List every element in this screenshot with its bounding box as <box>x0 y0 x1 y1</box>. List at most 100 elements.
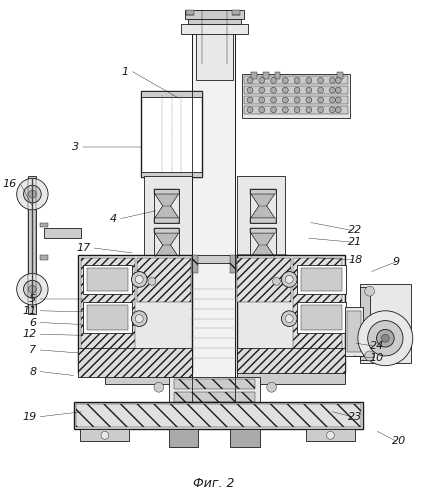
Bar <box>196 10 233 80</box>
Text: 19: 19 <box>22 412 36 422</box>
Circle shape <box>335 87 341 93</box>
Text: 21: 21 <box>348 237 363 247</box>
Bar <box>250 189 275 222</box>
Text: 16: 16 <box>3 180 16 190</box>
Circle shape <box>247 107 253 112</box>
Bar <box>242 74 350 118</box>
Bar <box>337 72 343 80</box>
Bar <box>297 302 346 334</box>
Bar <box>169 430 198 447</box>
Bar <box>44 228 81 238</box>
Bar <box>87 305 129 330</box>
Bar <box>244 76 348 84</box>
Bar <box>154 257 179 262</box>
Bar <box>154 189 179 222</box>
Polygon shape <box>251 194 275 218</box>
Text: 22: 22 <box>348 226 363 235</box>
Bar <box>237 348 345 378</box>
Circle shape <box>318 107 324 112</box>
Circle shape <box>286 314 293 322</box>
Circle shape <box>259 107 265 112</box>
Text: 23: 23 <box>348 412 363 422</box>
Circle shape <box>271 87 277 93</box>
Bar <box>81 258 135 370</box>
Text: 7: 7 <box>29 345 36 355</box>
Text: 10: 10 <box>370 353 384 363</box>
Circle shape <box>286 276 293 283</box>
Circle shape <box>16 274 48 305</box>
Bar <box>231 430 260 447</box>
Bar <box>154 228 179 262</box>
Circle shape <box>271 107 277 112</box>
Bar <box>301 268 342 291</box>
Circle shape <box>28 190 36 198</box>
Text: 8: 8 <box>29 366 36 376</box>
Bar <box>347 311 361 352</box>
Bar <box>306 430 355 441</box>
Bar <box>40 222 48 228</box>
Bar <box>173 392 255 402</box>
Circle shape <box>335 78 341 84</box>
Circle shape <box>358 311 413 366</box>
Text: Фиг. 2: Фиг. 2 <box>193 477 234 490</box>
Bar <box>250 257 275 262</box>
Bar <box>181 24 248 34</box>
Circle shape <box>283 87 288 93</box>
Bar <box>83 302 132 334</box>
Bar <box>185 10 244 18</box>
Text: 24: 24 <box>370 341 384 351</box>
Text: 9: 9 <box>392 257 399 267</box>
Circle shape <box>271 97 277 103</box>
Circle shape <box>327 432 334 439</box>
Bar <box>360 284 411 363</box>
Text: 5: 5 <box>29 294 36 304</box>
Bar <box>263 72 269 80</box>
Circle shape <box>318 97 324 103</box>
Bar <box>360 288 370 360</box>
Polygon shape <box>173 382 255 402</box>
Bar <box>301 305 342 330</box>
Bar <box>275 72 280 80</box>
Text: 17: 17 <box>76 243 90 253</box>
Bar <box>141 91 202 97</box>
Bar <box>250 189 275 194</box>
Circle shape <box>294 78 300 84</box>
Text: 3: 3 <box>72 142 80 152</box>
Bar <box>78 348 192 378</box>
Circle shape <box>294 107 300 112</box>
Circle shape <box>330 97 335 103</box>
Bar <box>83 264 132 294</box>
Circle shape <box>318 87 324 93</box>
Polygon shape <box>251 234 275 257</box>
Circle shape <box>259 78 265 84</box>
Circle shape <box>154 382 164 392</box>
Circle shape <box>306 97 312 103</box>
Circle shape <box>271 78 277 84</box>
Bar <box>192 255 198 272</box>
Circle shape <box>247 97 253 103</box>
Bar <box>237 258 291 302</box>
Circle shape <box>306 107 312 112</box>
Circle shape <box>247 78 253 84</box>
Bar <box>293 258 342 370</box>
Bar <box>186 10 194 14</box>
Circle shape <box>283 107 288 112</box>
Circle shape <box>266 382 277 392</box>
Circle shape <box>132 311 147 326</box>
Circle shape <box>24 186 41 203</box>
Circle shape <box>335 107 341 112</box>
Polygon shape <box>155 234 179 257</box>
Circle shape <box>330 87 335 93</box>
Circle shape <box>148 278 156 285</box>
Bar <box>345 307 363 356</box>
Bar <box>251 72 257 80</box>
Circle shape <box>330 107 335 112</box>
Bar <box>232 10 240 14</box>
Circle shape <box>382 334 389 342</box>
Circle shape <box>259 87 265 93</box>
Bar <box>40 255 48 260</box>
Circle shape <box>135 314 143 322</box>
Circle shape <box>132 272 147 287</box>
Polygon shape <box>237 255 324 280</box>
Circle shape <box>330 78 335 84</box>
